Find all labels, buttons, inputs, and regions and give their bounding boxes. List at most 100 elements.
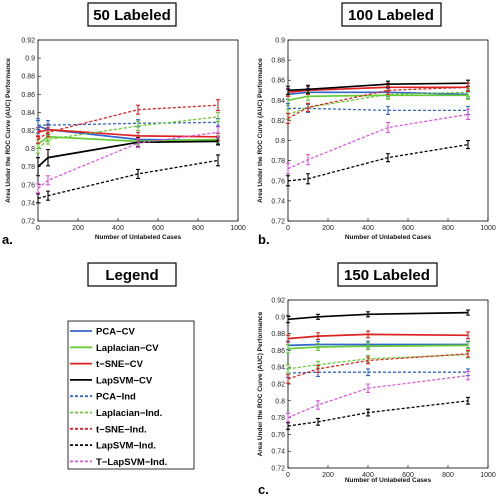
series-Laplacian−CV: [286, 90, 470, 106]
y-tick-label: 0.74: [271, 198, 285, 205]
x-tick-label: 200: [72, 225, 84, 232]
x-tick-label: 400: [112, 225, 124, 232]
error-bar: [306, 173, 310, 185]
x-tick-label: 1000: [230, 225, 246, 232]
series-line: [37, 116, 219, 150]
error-bar: [386, 153, 390, 163]
error-bar: [316, 417, 320, 426]
y-tick-label: 0.9: [25, 56, 35, 63]
x-axis-label: Number of Unlabeled Cases: [345, 234, 432, 241]
error-bar: [316, 343, 320, 351]
error-bar: [136, 104, 140, 115]
series-line: [37, 140, 219, 168]
error-bar: [216, 154, 220, 167]
x-tick-label: 400: [362, 225, 374, 232]
series-LapSVM−Ind.: [286, 396, 470, 430]
error-bar: [286, 412, 290, 423]
y-tick-label: 0.74: [271, 449, 285, 456]
error-bar: [46, 190, 50, 201]
y-tick-label: 0.76: [21, 182, 35, 189]
legend-label: t−SNE−Ind.: [96, 424, 147, 435]
error-bar: [36, 135, 40, 144]
y-axis-label: Area Under the ROC Curve (AUC) Performan…: [257, 311, 264, 456]
series-LapSVM−CV: [286, 79, 470, 95]
error-bar: [36, 193, 40, 204]
error-bar: [386, 85, 390, 95]
series-line: [287, 311, 469, 321]
error-bar: [306, 84, 310, 94]
error-bar: [366, 356, 370, 365]
x-tick-label: 600: [152, 225, 164, 232]
error-bar: [36, 157, 40, 177]
error-bar: [366, 408, 370, 417]
y-tick-label: 0.82: [271, 118, 285, 125]
y-tick-label: 0.76: [271, 432, 285, 439]
series-T−LapSVM−Ind.: [286, 108, 470, 175]
legend-label: PCA−Ind: [96, 392, 136, 403]
series-line: [37, 104, 219, 141]
series-line: [37, 159, 219, 200]
error-bar: [366, 383, 370, 393]
panel-letter-c: c.: [258, 482, 269, 497]
error-bar: [216, 99, 220, 112]
y-tick-label: 0.8: [25, 146, 35, 153]
panel-title-c: 150 Labeled: [344, 267, 430, 284]
series-line: [287, 86, 469, 119]
error-bar: [286, 163, 290, 175]
x-tick-label: 400: [362, 472, 374, 479]
error-bar: [216, 111, 220, 122]
error-bar: [46, 175, 50, 186]
series-line: [287, 353, 469, 380]
y-tick-label: 0.8: [275, 398, 285, 405]
x-tick-label: 0: [286, 472, 290, 479]
y-tick-label: 0.84: [271, 365, 285, 372]
y-axis-label: Area Under the ROC Curve (AUC) Performan…: [5, 58, 12, 203]
series-line: [287, 344, 469, 350]
legend-label: LapSVM−CV: [96, 375, 153, 386]
panel-letter-a: a.: [2, 232, 13, 247]
legend: Legend PCA−CV Laplacian−CV t−SNE−CV LapSVM−…: [67, 262, 195, 470]
series-line: [287, 400, 469, 427]
series-PCA−Ind: [36, 118, 220, 131]
error-bar: [286, 334, 290, 343]
y-tick-label: 0.9: [275, 38, 285, 45]
legend-title: Legend: [105, 267, 158, 284]
y-tick-label: 0.86: [271, 78, 285, 85]
series-line: [287, 343, 468, 347]
panel-150-labeled: 150 Labeled c. 0.72 0.74 0.76 0.78 0.8 0.82 0.…: [257, 262, 496, 497]
series-line: [37, 128, 219, 138]
x-tick-label: 600: [402, 472, 414, 479]
y-tick-label: 0.88: [21, 74, 35, 81]
error-bar: [36, 183, 40, 194]
legend-label: PCA−CV: [96, 327, 135, 338]
y-tick-label: 0.82: [271, 382, 285, 389]
error-bar: [136, 138, 140, 149]
error-bar: [316, 313, 320, 320]
series-t−SNE−Ind.: [36, 99, 220, 144]
error-bar: [286, 374, 290, 384]
y-tick-label: 0.86: [21, 92, 35, 99]
series-line: [287, 82, 469, 92]
legend-title-box: [87, 262, 177, 287]
error-bar: [136, 168, 140, 180]
series-line: [287, 143, 469, 182]
error-bar: [286, 175, 290, 187]
x-tick-label: 0: [286, 225, 290, 232]
error-bar: [216, 126, 220, 139]
y-tick-label: 0.9: [275, 314, 285, 321]
error-bar: [36, 143, 40, 154]
series-LapSVM−CV: [286, 309, 470, 324]
series-PCA−Ind: [286, 102, 470, 115]
y-tick-label: 0.78: [271, 158, 285, 165]
panel-title-a: 50 Labeled: [93, 7, 171, 24]
y-tick-label: 0.74: [21, 200, 35, 207]
error-bar: [466, 396, 470, 405]
error-bar: [46, 148, 50, 167]
y-tick-label: 0.82: [21, 128, 35, 135]
series-t−SNE−Ind.: [286, 82, 470, 125]
legend-label: LapSVM−Ind.: [96, 441, 156, 452]
x-axis-label: Number of Unlabeled Cases: [345, 477, 432, 484]
error-bar: [286, 315, 290, 324]
series-line: [288, 107, 468, 112]
series-PCA−Ind: [286, 367, 470, 378]
